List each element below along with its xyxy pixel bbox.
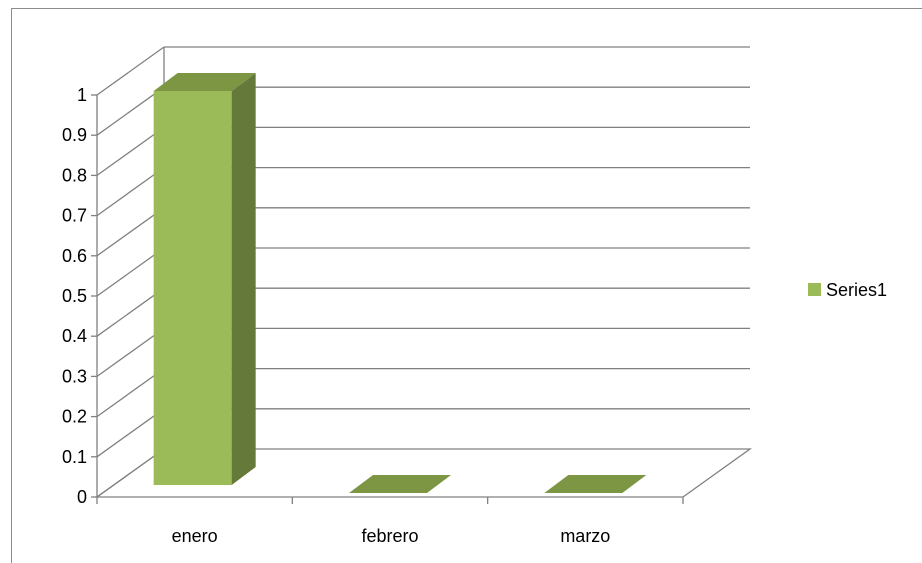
gridlines xyxy=(96,46,750,498)
bar-top xyxy=(153,73,256,91)
gridline-diagonal xyxy=(96,167,165,217)
y-tick-label: 0.1 xyxy=(62,447,87,467)
bar-top xyxy=(349,475,451,493)
y-tick-label: 0.4 xyxy=(62,326,87,346)
y-tick-labels: 0 0.1 0.2 0.3 0.4 0.5 0.6 0.7 0.8 0.9 1 xyxy=(62,85,87,507)
gridline-diagonal xyxy=(96,408,165,458)
y-tick-label: 0.6 xyxy=(62,246,87,266)
y-tick-label: 0.2 xyxy=(62,407,87,427)
bar-enero xyxy=(153,73,256,485)
y-tick-label: 0.3 xyxy=(62,366,87,386)
x-category-labels: enero febrero marzo xyxy=(172,526,611,546)
x-category-label: marzo xyxy=(560,526,610,546)
gridline-diagonal xyxy=(96,287,165,337)
legend-label-series1: Series1 xyxy=(826,280,887,300)
gridline-diagonal xyxy=(96,247,165,297)
y-tick-label: 0 xyxy=(77,487,87,507)
x-category-label: enero xyxy=(172,526,218,546)
bar-top xyxy=(544,475,647,493)
y-tick-label: 1 xyxy=(77,85,87,105)
legend-swatch-series1 xyxy=(808,283,821,296)
gridline-diagonal xyxy=(96,207,165,257)
gridline-diagonal xyxy=(96,368,165,418)
y-tick-label: 0.5 xyxy=(62,286,87,306)
legend: Series1 xyxy=(808,280,887,300)
y-tick-label: 0.7 xyxy=(62,206,87,226)
y-tick-label: 0.9 xyxy=(62,125,87,145)
gridline-diagonal xyxy=(96,327,165,377)
y-tick-label: 0.8 xyxy=(62,165,87,185)
bar-febrero xyxy=(349,475,451,493)
gridline-diagonal xyxy=(96,126,165,176)
bar-front xyxy=(153,91,232,485)
gridline-diagonal xyxy=(96,46,165,96)
bars xyxy=(153,73,647,493)
bar-side xyxy=(231,73,256,485)
bar-marzo xyxy=(544,475,647,493)
x-category-label: febrero xyxy=(361,526,418,546)
gridline-diagonal xyxy=(96,86,165,136)
